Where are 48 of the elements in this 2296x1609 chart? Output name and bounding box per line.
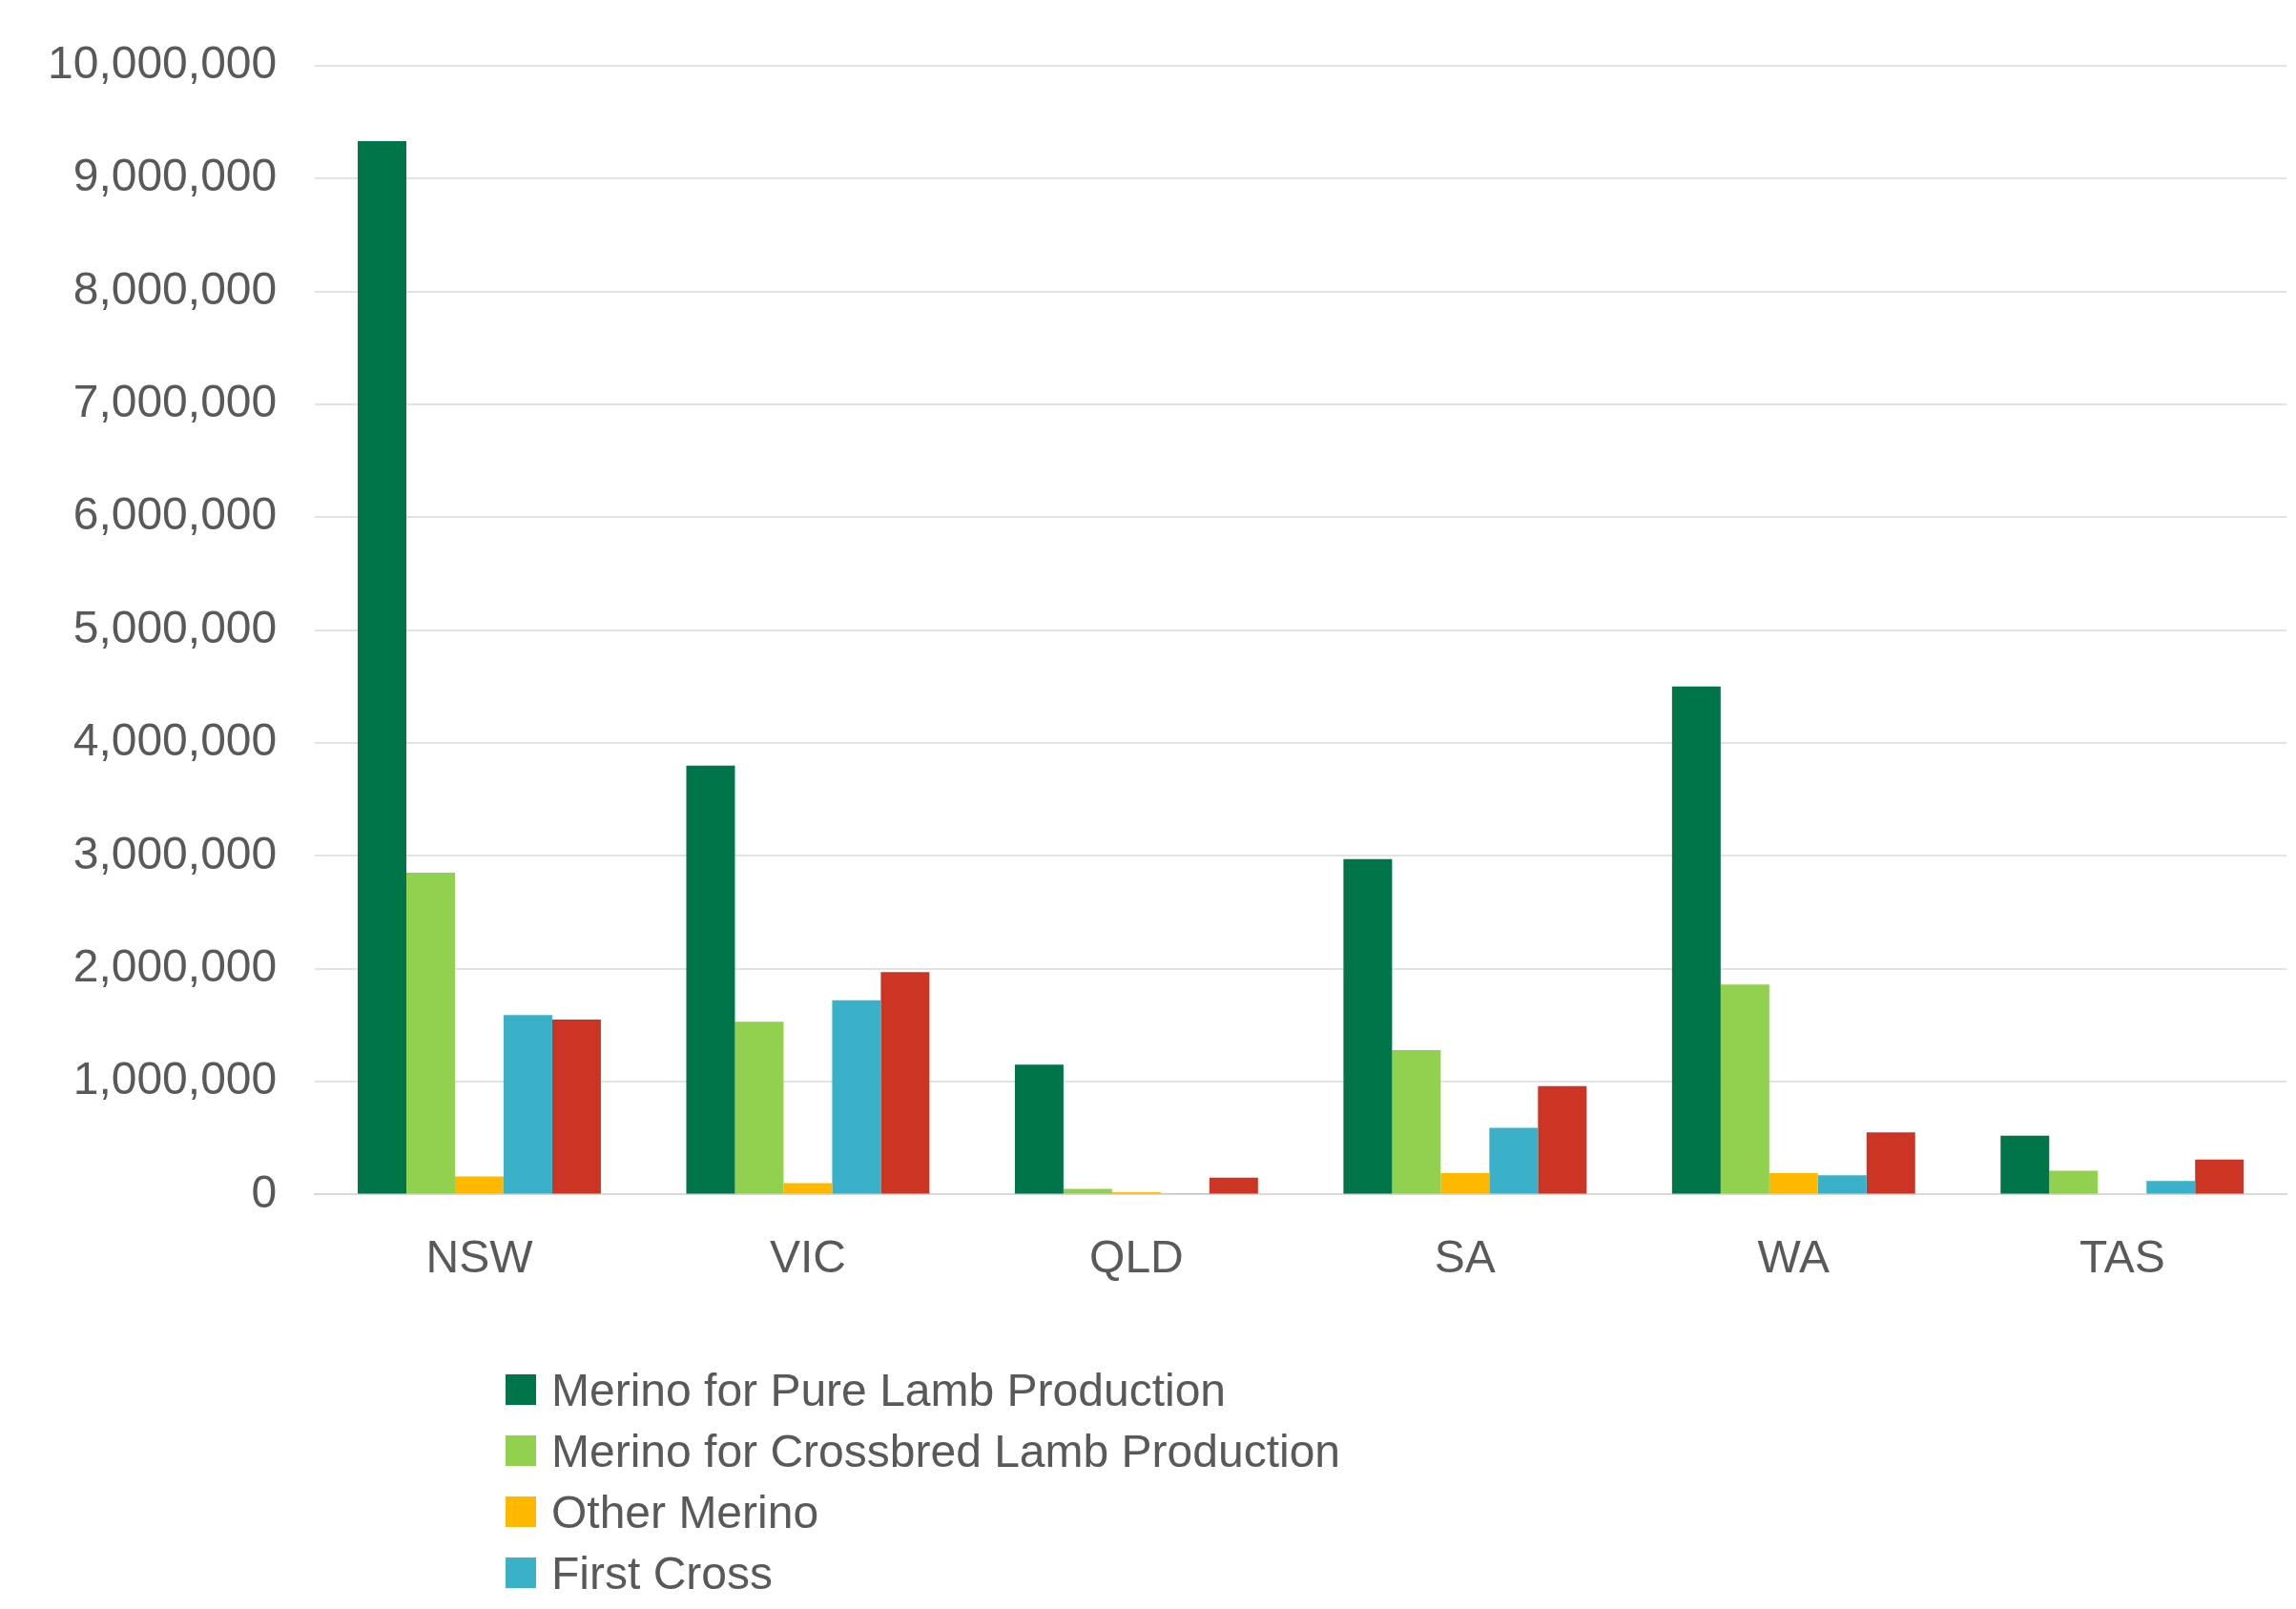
bar: [1538, 1085, 1587, 1194]
x-tick-label: NSW: [425, 1231, 534, 1283]
bar: [406, 873, 455, 1194]
x-tick-label: VIC: [769, 1231, 846, 1283]
y-tick-label: 10,000,000: [48, 37, 278, 89]
bar: [1063, 1188, 1112, 1194]
bar: [832, 1000, 881, 1194]
bar: [503, 1015, 552, 1194]
bar: [1866, 1132, 1915, 1194]
x-tick-label: TAS: [2079, 1231, 2165, 1283]
bar: [1014, 1064, 1064, 1194]
y-tick-label: 7,000,000: [72, 376, 278, 427]
bar: [1209, 1177, 1258, 1194]
bar: [1440, 1172, 1490, 1194]
bar: [2000, 1135, 2050, 1194]
bar: [551, 1019, 601, 1194]
legend-label: First Cross: [551, 1546, 773, 1599]
y-tick-label: 0: [251, 1165, 278, 1217]
y-tick-label: 2,000,000: [72, 939, 278, 991]
bar: [880, 972, 930, 1194]
y-tick-label: 3,000,000: [72, 827, 278, 878]
legend-label: Merino for Pure Lamb Production: [551, 1363, 1227, 1416]
bar: [686, 765, 735, 1194]
y-tick-label: 6,000,000: [72, 488, 278, 540]
legend-label: Merino for Crossbred Lamb Production: [551, 1424, 1341, 1477]
x-tick-label: WA: [1757, 1231, 1831, 1283]
legend-label: Other Merino: [551, 1485, 819, 1538]
y-tick-label: 4,000,000: [72, 714, 278, 766]
bar: [2146, 1181, 2196, 1194]
bar: [783, 1183, 833, 1194]
bar: [734, 1021, 784, 1194]
x-tick-label: QLD: [1089, 1231, 1184, 1283]
bar: [454, 1176, 504, 1194]
y-tick-label: 9,000,000: [72, 150, 278, 201]
bar: [2049, 1170, 2099, 1194]
y-tick-label: 5,000,000: [72, 601, 278, 652]
bar: [358, 141, 406, 1194]
bar: [1720, 984, 1769, 1194]
bar: [1489, 1127, 1539, 1194]
bar: [1343, 858, 1393, 1194]
y-tick-label: 8,000,000: [72, 262, 278, 314]
bar: [1671, 686, 1721, 1194]
bar: [1769, 1172, 1818, 1194]
y-tick-label: 1,000,000: [72, 1053, 278, 1104]
x-tick-label: SA: [1434, 1231, 1496, 1283]
bar: [1392, 1049, 1441, 1194]
bar: [1817, 1175, 1867, 1194]
bar: [2195, 1159, 2244, 1194]
